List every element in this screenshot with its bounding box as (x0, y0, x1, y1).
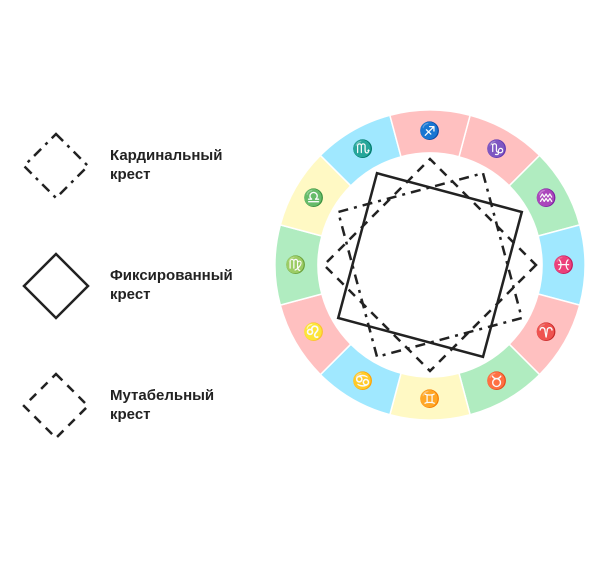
legend-row-mutable: Мутабельный крест (20, 370, 270, 442)
cross-square-fixed (338, 173, 522, 357)
zodiac-glyph-6: ♋ (352, 371, 373, 391)
legend-row-fixed: Фиксированный крест (20, 250, 270, 322)
zodiac-glyph-3: ♈ (535, 322, 556, 342)
legend: Кардинальный крест Фиксированный крест Мут… (20, 130, 270, 490)
zodiac-wheel: ♑ ♒ ♓ ♈ ♉ ♊ ♋ ♌ ♍ ♎ ♏ ♐ (270, 105, 590, 425)
legend-label-cardinal: Кардинальный крест (110, 147, 222, 185)
legend-icon-mutable (20, 370, 92, 442)
legend-icon-fixed (20, 250, 92, 322)
zodiac-glyph-2: ♓ (553, 255, 574, 275)
diagram-page: Кардинальный крест Фиксированный крест Мут… (0, 0, 600, 567)
legend-label-fixed: Фиксированный крест (110, 267, 233, 305)
zodiac-glyph-9: ♎ (303, 188, 324, 208)
legend-row-cardinal: Кардинальный крест (20, 130, 270, 202)
zodiac-glyph-7: ♌ (303, 322, 324, 342)
legend-icon-cardinal (20, 130, 92, 202)
zodiac-glyph-8: ♍ (285, 255, 306, 275)
cross-square-mutable (324, 159, 536, 371)
zodiac-glyph-5: ♊ (419, 389, 440, 409)
zodiac-glyph-10: ♏ (352, 138, 373, 158)
zodiac-glyph-4: ♉ (486, 371, 507, 391)
zodiac-glyph-0: ♑ (486, 138, 507, 158)
zodiac-glyph-11: ♐ (419, 121, 440, 141)
legend-label-mutable: Мутабельный крест (110, 387, 214, 425)
cross-square-cardinal (338, 173, 522, 357)
zodiac-glyph-1: ♒ (535, 188, 556, 208)
